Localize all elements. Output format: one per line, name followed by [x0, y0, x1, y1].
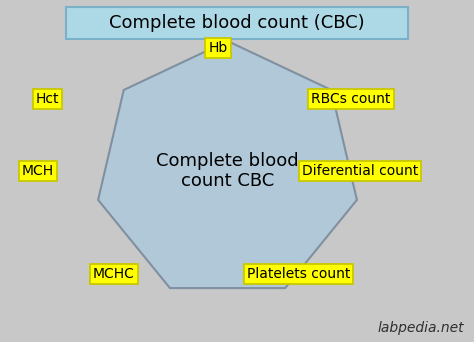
- Text: labpedia.net: labpedia.net: [378, 321, 465, 335]
- FancyBboxPatch shape: [66, 7, 408, 39]
- Text: MCH: MCH: [22, 164, 54, 178]
- Text: MCHC: MCHC: [93, 267, 135, 280]
- Text: Diferential count: Diferential count: [302, 164, 419, 178]
- Text: Platelets count: Platelets count: [247, 267, 350, 280]
- Polygon shape: [98, 41, 357, 288]
- Text: Hct: Hct: [36, 92, 59, 106]
- Text: RBCs count: RBCs count: [311, 92, 391, 106]
- Text: Complete blood
count CBC: Complete blood count CBC: [156, 152, 299, 190]
- Text: Complete blood count (CBC): Complete blood count (CBC): [109, 14, 365, 32]
- Text: Hb: Hb: [209, 41, 228, 55]
